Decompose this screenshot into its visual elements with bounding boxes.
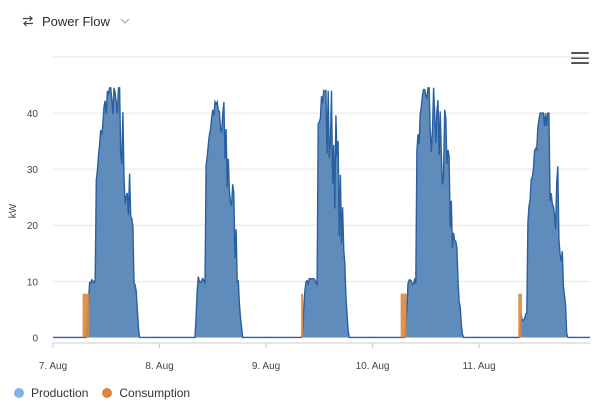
- consumption-bar: [518, 293, 522, 338]
- x-tick-label: 7. Aug: [39, 361, 67, 372]
- chevron-down-icon: [120, 18, 130, 24]
- power-flow-chart: 0 10 20 30 40 7. Aug 8. Aug 9. Aug 10. Aug 11. A…: [8, 56, 590, 372]
- swap-arrows-icon: [23, 15, 33, 27]
- legend-label-production: Production: [31, 386, 89, 400]
- x-tick-label: 8. Aug: [145, 361, 173, 372]
- x-tick-label: 10. Aug: [356, 361, 390, 372]
- chart-title-dropdown[interactable]: Power Flow: [22, 11, 132, 31]
- y-axis-label: kW: [8, 203, 19, 218]
- x-tick-label: 9. Aug: [252, 361, 280, 372]
- y-tick-label: 40: [27, 109, 39, 120]
- production-legend-marker: [14, 388, 24, 398]
- axes: 7. Aug 8. Aug 9. Aug 10. Aug 11. Aug: [39, 342, 590, 372]
- production-line: [53, 87, 590, 339]
- consumption-legend-marker: [102, 388, 113, 398]
- consumption-series: [82, 293, 522, 338]
- consumption-bar: [400, 293, 407, 338]
- y-tick-label: 30: [27, 165, 39, 176]
- y-tick-label: 10: [27, 277, 39, 288]
- legend-label-consumption: Consumption: [119, 386, 191, 400]
- consumption-bar: [82, 293, 90, 338]
- hamburger-menu-icon: [571, 52, 589, 54]
- consumption-bar: [301, 293, 304, 338]
- production-series: [53, 87, 590, 339]
- chart-title: Power Flow: [42, 13, 110, 29]
- production-area: [53, 87, 590, 338]
- legend-item-production[interactable]: Production: [14, 386, 88, 400]
- legend-item-consumption[interactable]: Consumption: [102, 386, 190, 400]
- chart-legend: Production Consumption: [14, 385, 190, 401]
- y-tick-label: 20: [27, 221, 39, 232]
- x-tick-label: 11. Aug: [462, 361, 495, 372]
- chart-menu-button[interactable]: [571, 52, 589, 66]
- y-tick-label: 0: [32, 333, 38, 344]
